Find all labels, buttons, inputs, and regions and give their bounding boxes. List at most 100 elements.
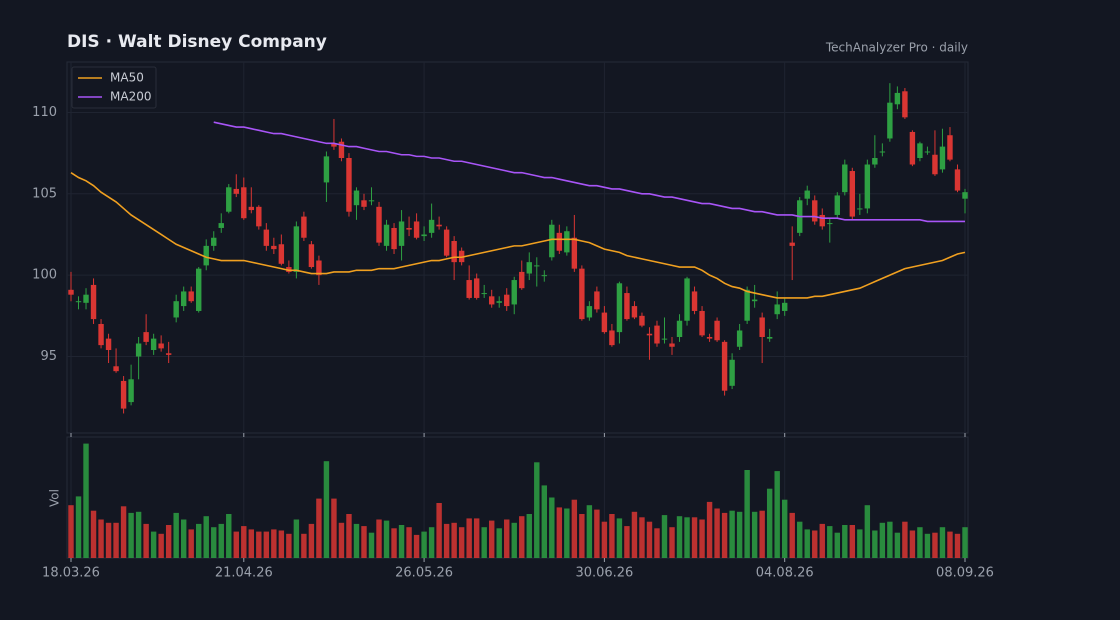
volume-bar	[699, 519, 705, 558]
volume-bar	[751, 511, 758, 558]
volume-bar	[729, 510, 735, 558]
volume-bar	[165, 525, 172, 558]
volume-bar	[609, 514, 615, 558]
volume-bar	[323, 461, 330, 558]
chart-subtitle: TechAnalyzer Pro · daily	[825, 41, 968, 55]
volume-bar	[504, 519, 510, 558]
candle-body	[241, 187, 247, 219]
volume-bar	[932, 532, 938, 558]
candle-body	[413, 221, 420, 238]
candle-body	[211, 237, 217, 246]
volume-bar	[75, 496, 82, 558]
candle-body	[128, 379, 134, 403]
candle-body	[759, 317, 765, 337]
volume-bar	[887, 521, 893, 558]
volume-bar	[827, 526, 833, 558]
volume-bar	[549, 497, 555, 558]
candle-body	[549, 224, 555, 258]
candle-body	[669, 343, 675, 347]
volume-bar	[188, 529, 194, 558]
volume-bar	[631, 511, 638, 558]
candle-body	[316, 260, 322, 276]
candle-body	[398, 221, 405, 246]
candle-body	[646, 333, 653, 336]
candle-body	[556, 232, 563, 251]
candle-body	[924, 151, 931, 153]
volume-bar	[346, 514, 352, 558]
y-tick-label: 100	[32, 268, 57, 283]
volume-bar	[579, 514, 585, 558]
volume-bar	[113, 522, 119, 558]
volume-bar	[218, 523, 224, 558]
volume-bar	[421, 531, 427, 558]
volume-bar	[158, 533, 164, 558]
chart-title: DIS · Walt Disney Company	[67, 32, 327, 52]
candle-body	[256, 206, 262, 227]
candle-body	[774, 304, 780, 315]
candle-body	[864, 164, 871, 209]
volume-bar	[624, 526, 630, 558]
candle-body	[579, 268, 585, 320]
candle-body	[624, 293, 630, 320]
volume-bar	[428, 527, 435, 558]
candle-body	[534, 265, 540, 267]
volume-bar	[519, 516, 525, 558]
candle-body	[917, 143, 923, 159]
candle-body	[481, 293, 487, 295]
candle-body	[639, 315, 645, 326]
volume-bar	[391, 528, 397, 558]
candle-body	[406, 227, 412, 230]
volume-bar	[451, 522, 457, 558]
volume-bar	[797, 521, 803, 558]
candle-body	[781, 302, 788, 311]
candle-body	[203, 245, 209, 266]
volume-bar	[173, 512, 179, 558]
candle-body	[962, 192, 968, 199]
candle-body	[466, 280, 472, 298]
volume-bar	[368, 532, 375, 558]
volume-bar	[301, 533, 307, 558]
candle-body	[827, 223, 833, 225]
x-tick-label: 18.03.26	[42, 566, 100, 581]
x-tick-label: 04.08.26	[756, 566, 814, 581]
candle-body	[158, 343, 164, 349]
candle-body	[353, 190, 360, 206]
volume-bar	[676, 516, 683, 558]
x-tick-label: 08.09.26	[936, 566, 994, 581]
volume-bar	[376, 519, 382, 558]
volume-bar	[256, 531, 262, 558]
volume-bar	[781, 499, 788, 558]
legend-label: MA200	[110, 90, 151, 104]
volume-bar	[714, 508, 720, 558]
candle-body	[391, 227, 397, 250]
candle-body	[135, 343, 142, 357]
volume-bar	[90, 510, 97, 558]
candle-body	[473, 278, 480, 298]
candle-body	[68, 289, 74, 295]
candle-body	[842, 164, 848, 193]
candle-body	[812, 200, 818, 222]
volume-bar	[706, 501, 713, 558]
candle-body	[519, 271, 525, 289]
candle-body	[706, 336, 713, 339]
candle-body	[263, 229, 270, 246]
volume-panel	[66, 436, 969, 559]
legend-label: MA50	[110, 71, 144, 85]
volume-bar	[586, 505, 593, 558]
volume-bar	[308, 523, 315, 558]
volume-bar	[120, 506, 127, 558]
candle-body	[504, 294, 510, 307]
candle-body	[180, 291, 187, 307]
candle-body	[248, 206, 255, 211]
volume-bar	[105, 522, 112, 558]
volume-bar	[293, 519, 300, 558]
volume-bar	[684, 517, 690, 558]
volume-bar	[766, 488, 773, 558]
candle-body	[489, 296, 495, 305]
candle-body	[594, 291, 600, 310]
candle-body	[699, 310, 705, 336]
candle-body	[301, 216, 307, 238]
candle-body	[113, 366, 119, 372]
candle-body	[421, 234, 427, 237]
candle-body	[90, 284, 97, 320]
